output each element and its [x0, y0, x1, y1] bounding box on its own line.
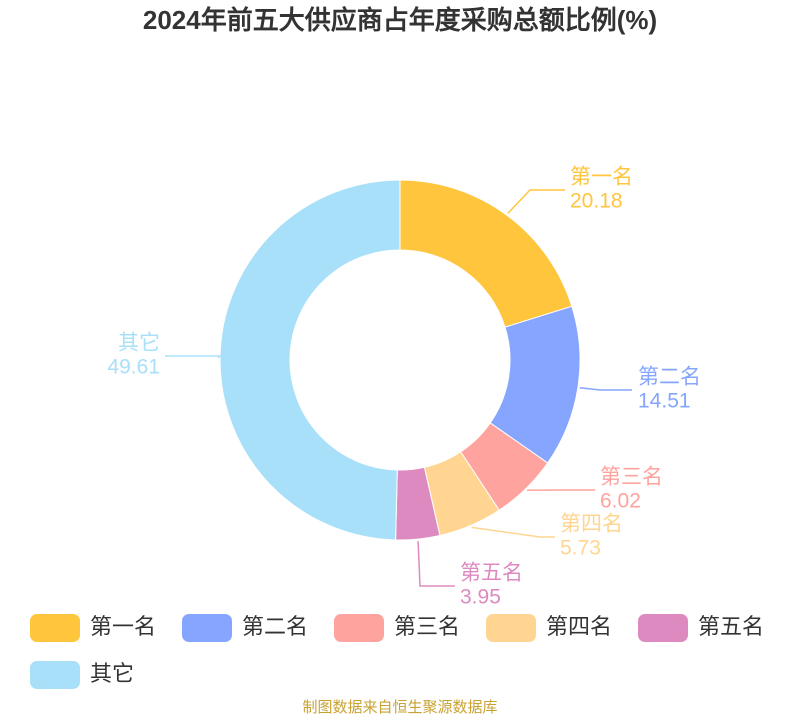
value-label: 3.95 [460, 586, 501, 609]
legend-label: 第一名 [90, 614, 156, 639]
legend-label: 第五名 [698, 614, 764, 639]
legend-swatch [334, 614, 384, 642]
legend-label: 其它 [90, 661, 134, 686]
chart-title: 2024年前五大供应商占年度采购总额比例(%) [143, 5, 657, 35]
value-label: 5.73 [560, 537, 601, 560]
slice-label: 第五名 [460, 562, 523, 585]
legend-label: 第四名 [546, 614, 612, 639]
slice-label: 第二名 [638, 366, 701, 389]
value-label: 14.51 [638, 390, 691, 413]
leader-line [165, 355, 222, 359]
legend-swatch [182, 614, 232, 642]
legend-swatch [30, 661, 80, 689]
legend-swatch [486, 614, 536, 642]
leader-line [471, 526, 555, 538]
legend-swatch [638, 614, 688, 642]
donut-slice [399, 179, 573, 328]
slice-label: 第四名 [560, 513, 623, 536]
source: 制图数据来自恒生聚源数据库 [302, 699, 497, 716]
legend-swatch [30, 614, 80, 642]
leader-line [507, 189, 565, 214]
value-label: 20.18 [570, 190, 623, 213]
donut-slice [219, 179, 401, 541]
slice-label: 第三名 [600, 466, 663, 489]
value-label: 49.61 [107, 356, 160, 379]
value-label: 6.02 [600, 490, 641, 513]
slice-label: 第一名 [570, 166, 633, 189]
slice-label: 其它 [118, 332, 160, 355]
leader-line [417, 541, 455, 587]
legend-label: 第二名 [242, 614, 308, 639]
leader-line [579, 386, 632, 391]
legend-label: 第三名 [394, 614, 460, 639]
